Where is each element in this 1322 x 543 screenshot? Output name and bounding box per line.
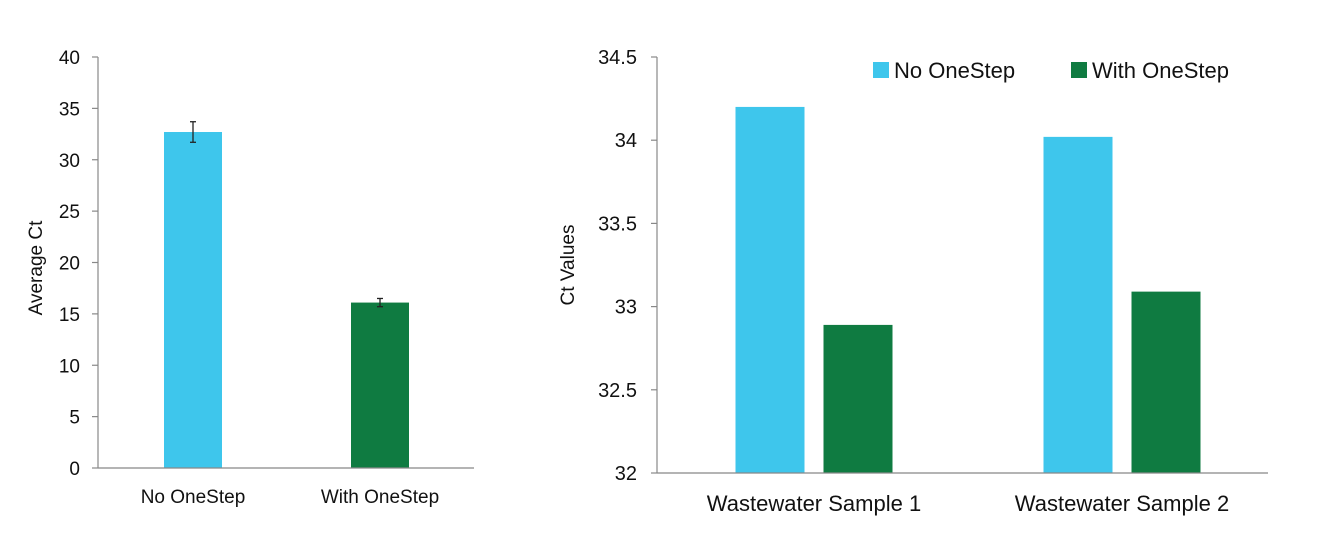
y-tick-label: 15 <box>59 305 80 326</box>
x-tick-label: With OneStep <box>321 487 439 508</box>
bar-no-onestep-sample-1 <box>735 106 805 474</box>
y-axis-tick-marks <box>651 56 657 474</box>
bar-no-onestep <box>164 132 222 468</box>
y-tick-label: 34 <box>615 130 637 152</box>
y-tick-label: 35 <box>59 99 80 120</box>
y-tick-label: 10 <box>59 356 80 377</box>
bars <box>164 132 409 468</box>
error-bars <box>190 121 383 308</box>
y-tick-label: 25 <box>59 202 80 223</box>
y-tick-label: 32 <box>615 463 637 485</box>
y-tick-labels: 32 32.5 33 33.5 34 34.5 <box>598 47 637 485</box>
legend-label-no-onestep: No OneStep <box>894 58 1015 83</box>
y-tick-label: 30 <box>59 151 80 172</box>
y-tick-label: 40 <box>59 48 80 69</box>
y-tick-label: 5 <box>69 408 80 429</box>
x-tick-labels: No OneStep With OneStep <box>141 487 439 508</box>
y-tick-label: 34.5 <box>598 47 637 69</box>
y-axis-label: Average Ct <box>26 220 47 315</box>
bar-with-onestep-sample-2 <box>1131 291 1201 473</box>
x-tick-label: Wastewater Sample 2 <box>1015 491 1229 516</box>
legend-swatch-with-onestep <box>1071 62 1087 78</box>
y-axis-label: Ct Values <box>558 225 579 306</box>
bar-with-onestep <box>351 302 409 468</box>
bars <box>735 106 1201 474</box>
legend-swatch-no-onestep <box>873 62 889 78</box>
x-tick-labels: Wastewater Sample 1 Wastewater Sample 2 <box>707 491 1229 516</box>
error-bar <box>190 121 196 143</box>
legend-label-with-onestep: With OneStep <box>1092 58 1229 83</box>
bar-with-onestep-sample-1 <box>823 324 893 473</box>
y-tick-labels: 0 5 10 15 20 25 30 35 40 <box>59 48 80 480</box>
y-tick-label: 33 <box>615 297 637 319</box>
y-tick-label: 32.5 <box>598 380 637 402</box>
y-axis-tick-marks <box>92 56 98 469</box>
legend: No OneStep With OneStep <box>873 58 1229 83</box>
error-bar <box>377 297 383 308</box>
y-tick-label: 33.5 <box>598 213 637 235</box>
bar-no-onestep-sample-2 <box>1043 136 1113 473</box>
x-tick-label: Wastewater Sample 1 <box>707 491 921 516</box>
y-tick-label: 20 <box>59 254 80 275</box>
x-tick-label: No OneStep <box>141 487 246 508</box>
y-tick-label: 0 <box>69 459 80 480</box>
